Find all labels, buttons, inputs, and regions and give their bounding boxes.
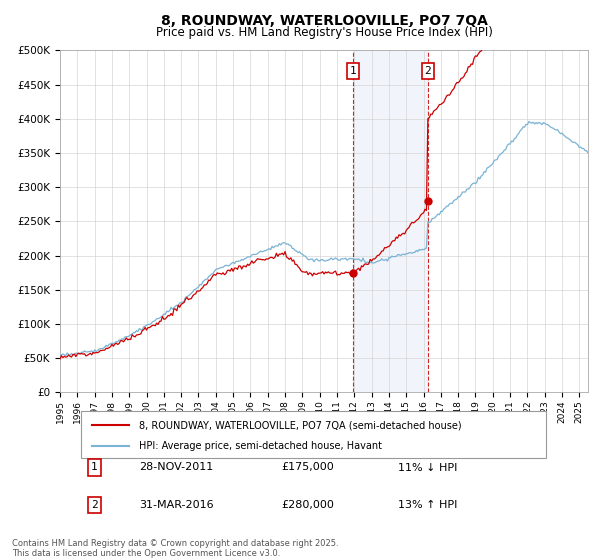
Text: Price paid vs. HM Land Registry's House Price Index (HPI): Price paid vs. HM Land Registry's House … — [155, 26, 493, 39]
Text: 11% ↓ HPI: 11% ↓ HPI — [398, 463, 457, 473]
Text: 8, ROUNDWAY, WATERLOOVILLE, PO7 7QA: 8, ROUNDWAY, WATERLOOVILLE, PO7 7QA — [161, 14, 487, 28]
Text: 2: 2 — [91, 500, 98, 510]
Text: 1: 1 — [350, 66, 356, 76]
Text: 8, ROUNDWAY, WATERLOOVILLE, PO7 7QA (semi-detached house): 8, ROUNDWAY, WATERLOOVILLE, PO7 7QA (sem… — [139, 420, 462, 430]
FancyBboxPatch shape — [81, 411, 546, 458]
Text: 13% ↑ HPI: 13% ↑ HPI — [398, 500, 457, 510]
Text: 31-MAR-2016: 31-MAR-2016 — [139, 500, 214, 510]
Text: 1: 1 — [91, 463, 98, 473]
Bar — [353, 50, 428, 393]
Text: Contains HM Land Registry data © Crown copyright and database right 2025.
This d: Contains HM Land Registry data © Crown c… — [12, 539, 338, 558]
Text: 2: 2 — [424, 66, 431, 76]
Text: HPI: Average price, semi-detached house, Havant: HPI: Average price, semi-detached house,… — [139, 441, 382, 451]
Text: £280,000: £280,000 — [282, 500, 335, 510]
Text: 28-NOV-2011: 28-NOV-2011 — [139, 463, 214, 473]
Text: £175,000: £175,000 — [282, 463, 335, 473]
